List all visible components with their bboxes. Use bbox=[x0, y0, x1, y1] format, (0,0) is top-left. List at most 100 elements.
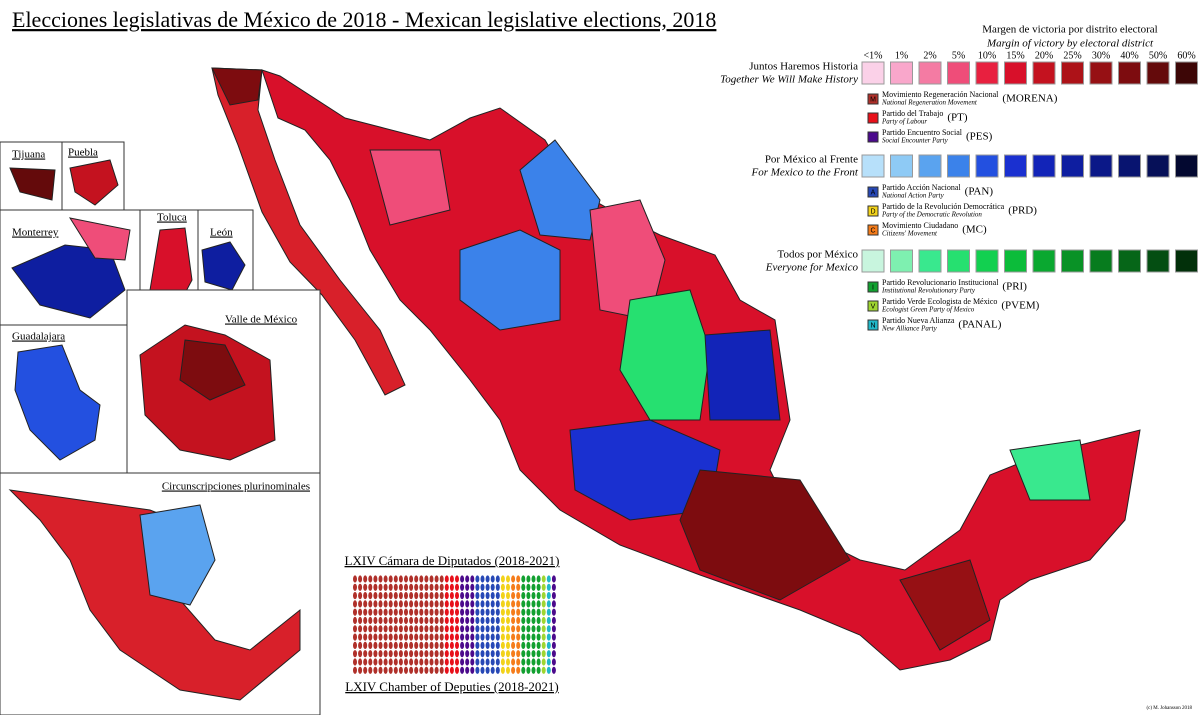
seat bbox=[506, 600, 510, 608]
party-letter: D bbox=[870, 208, 875, 215]
seat bbox=[490, 608, 495, 616]
seat bbox=[470, 575, 475, 583]
legend: Margen de victoria por distrito electora… bbox=[720, 24, 1198, 333]
seat bbox=[368, 600, 373, 608]
seat bbox=[551, 666, 556, 674]
seat bbox=[495, 650, 500, 658]
party-swatch bbox=[867, 186, 879, 198]
seat bbox=[398, 625, 403, 633]
seat bbox=[500, 641, 505, 650]
seat bbox=[419, 583, 424, 591]
seat bbox=[419, 658, 424, 666]
seat bbox=[480, 616, 485, 625]
seat bbox=[368, 633, 373, 641]
party-name: Partido del Trabajo bbox=[882, 109, 943, 118]
seat bbox=[373, 592, 378, 600]
party-abbr: (PANAL) bbox=[958, 319, 1001, 331]
seat bbox=[353, 625, 357, 633]
seat bbox=[500, 575, 505, 583]
district-blue-north bbox=[459, 229, 561, 331]
margin-swatch bbox=[890, 249, 913, 273]
seat bbox=[434, 641, 439, 650]
seat bbox=[398, 592, 403, 600]
seat bbox=[368, 666, 373, 674]
seat bbox=[506, 625, 510, 633]
seat bbox=[378, 583, 383, 591]
credit: (c) M. Johansson 2018 bbox=[1146, 706, 1192, 711]
seat bbox=[358, 608, 363, 616]
seat bbox=[429, 658, 434, 666]
seat bbox=[465, 658, 470, 666]
seat bbox=[455, 592, 459, 600]
seat bbox=[536, 650, 541, 658]
seat bbox=[434, 575, 439, 583]
seat bbox=[551, 633, 556, 641]
margin-swatch bbox=[975, 154, 999, 178]
seat bbox=[526, 592, 531, 600]
party-abbr: (PVEM) bbox=[1001, 300, 1039, 312]
seat bbox=[388, 641, 393, 650]
party-swatch bbox=[867, 300, 879, 312]
seat bbox=[398, 633, 403, 641]
chamber-title: LXIV Cámara de Diputados (2018-2021) bbox=[345, 553, 560, 568]
seat bbox=[414, 658, 419, 666]
seat bbox=[455, 608, 459, 616]
seat bbox=[358, 641, 363, 650]
coalition-name: Juntos Haremos Historia bbox=[749, 61, 858, 73]
seat bbox=[419, 650, 424, 658]
seat bbox=[526, 575, 531, 583]
seat bbox=[521, 633, 526, 641]
seat bbox=[500, 625, 505, 633]
seat bbox=[368, 608, 373, 616]
margin-swatch bbox=[1004, 154, 1027, 178]
seat bbox=[490, 633, 495, 641]
seat bbox=[383, 583, 388, 591]
seat bbox=[485, 608, 490, 616]
seat bbox=[475, 583, 480, 591]
margin-swatch bbox=[1089, 249, 1113, 273]
party-swatch bbox=[867, 205, 879, 217]
seat bbox=[434, 583, 439, 591]
seat bbox=[388, 633, 393, 641]
seat bbox=[383, 575, 388, 583]
seat bbox=[455, 666, 459, 674]
seat bbox=[353, 658, 357, 666]
seat bbox=[414, 583, 419, 591]
seat bbox=[449, 666, 454, 674]
margin-swatch bbox=[947, 249, 970, 273]
seat bbox=[368, 658, 373, 666]
seat bbox=[511, 625, 516, 633]
seat bbox=[353, 650, 357, 658]
seat bbox=[414, 625, 419, 633]
seat bbox=[439, 608, 444, 616]
seat bbox=[521, 616, 526, 625]
seat bbox=[434, 666, 439, 674]
seat bbox=[393, 616, 398, 625]
seat bbox=[434, 625, 439, 633]
seat bbox=[409, 658, 414, 666]
party-letter: M bbox=[870, 96, 876, 103]
party-swatch bbox=[867, 131, 879, 143]
seat bbox=[531, 592, 536, 600]
seat bbox=[414, 608, 419, 616]
seat bbox=[429, 633, 434, 641]
seat bbox=[409, 625, 414, 633]
seat bbox=[470, 600, 475, 608]
seat bbox=[546, 641, 551, 650]
seat bbox=[460, 592, 465, 600]
seat bbox=[511, 633, 516, 641]
seat bbox=[419, 666, 424, 674]
title: Elecciones legislativas de México de 201… bbox=[12, 7, 716, 32]
seat bbox=[353, 616, 357, 625]
seat bbox=[470, 592, 475, 600]
seat bbox=[429, 600, 434, 608]
seat bbox=[393, 583, 398, 591]
party-name: Movimiento Regeneración Nacional bbox=[882, 90, 999, 99]
margin-swatch bbox=[1175, 61, 1198, 85]
seat bbox=[485, 650, 490, 658]
seat bbox=[368, 625, 373, 633]
seat bbox=[383, 633, 388, 641]
inset-label: Circunscripciones plurinominales bbox=[162, 481, 310, 493]
seat bbox=[536, 608, 541, 616]
coalition-name: Todos por México bbox=[778, 249, 859, 261]
